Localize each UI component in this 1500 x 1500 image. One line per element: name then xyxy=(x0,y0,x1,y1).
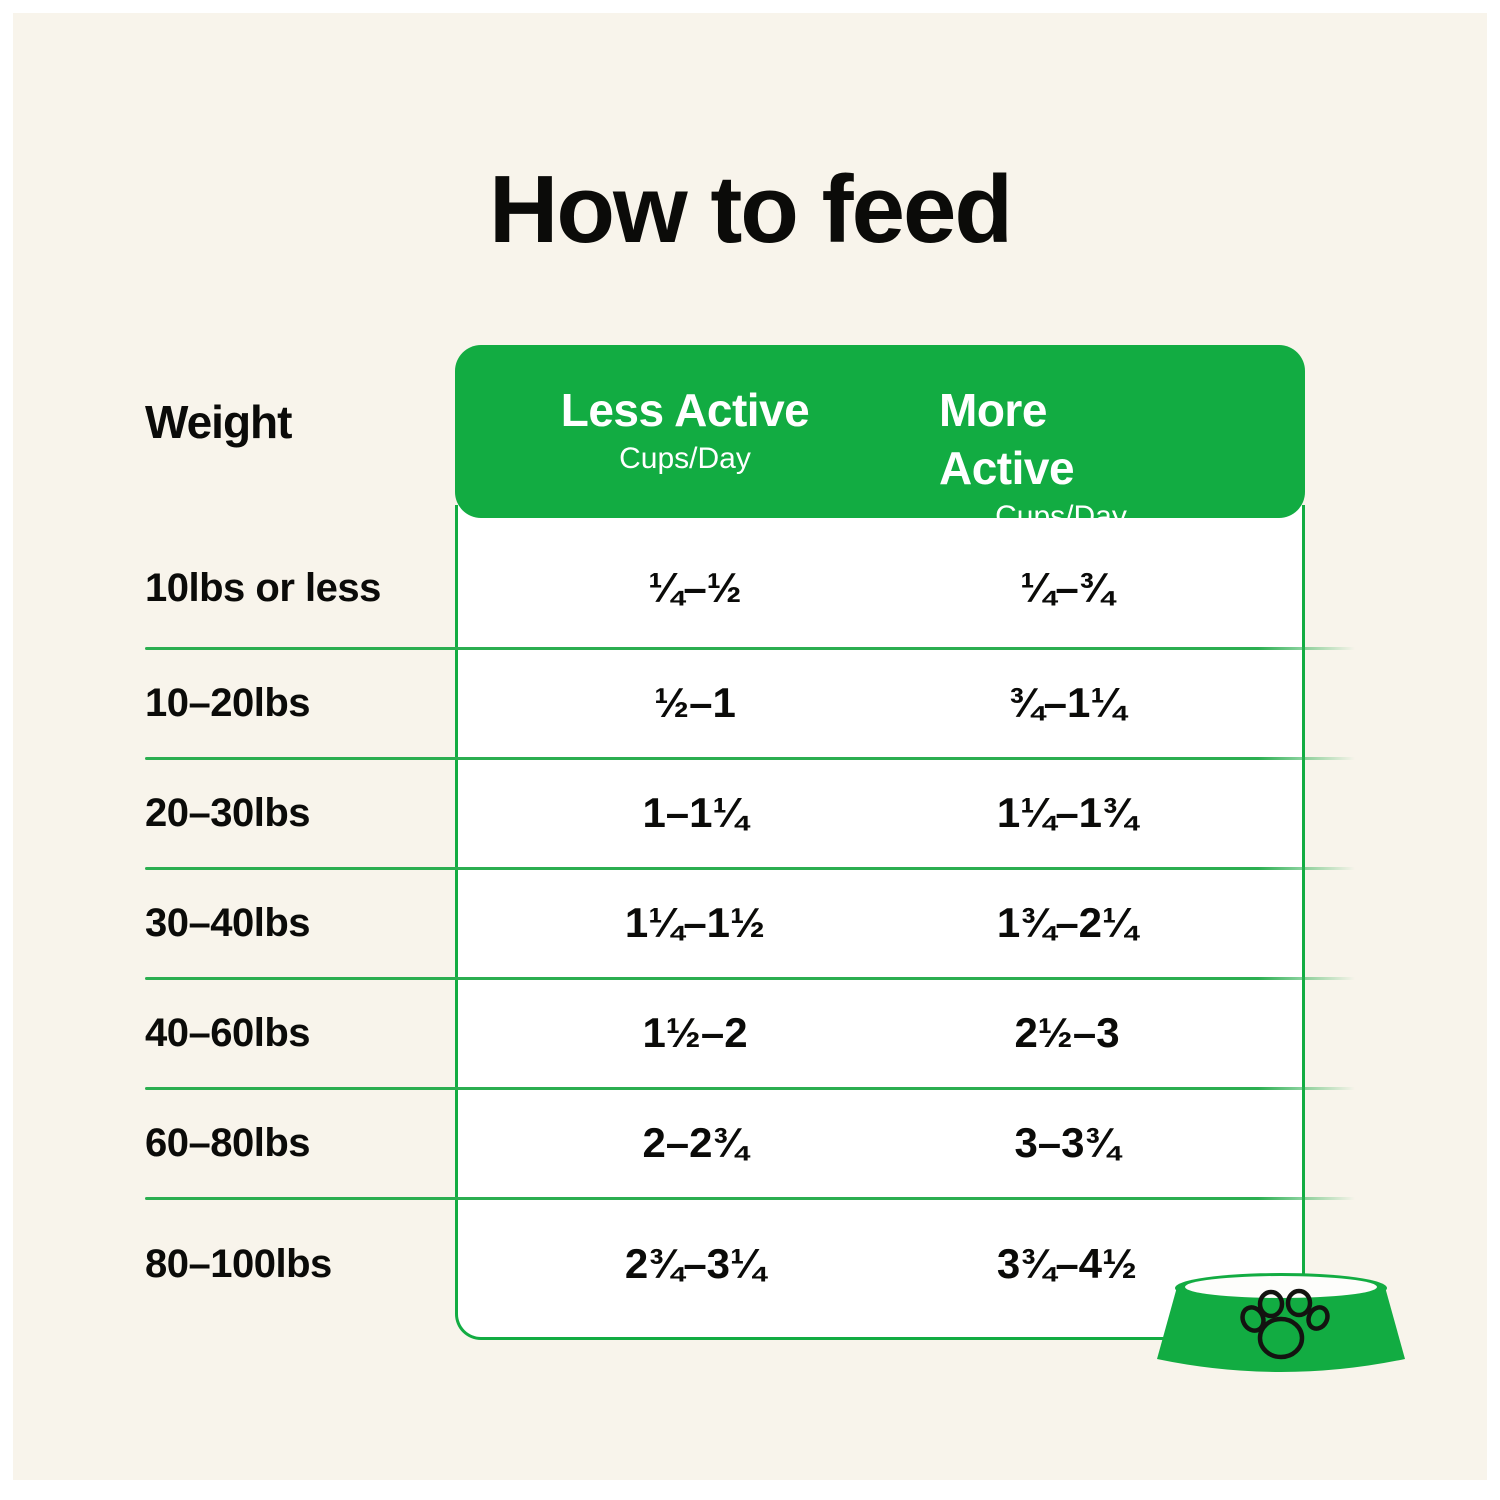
less-active-cell: 2¾–3¼ xyxy=(624,1240,766,1287)
column-title: More Active xyxy=(939,384,1075,494)
more-active-cell: 2½–3 xyxy=(1014,1009,1120,1056)
weight-column-header: Weight xyxy=(145,396,292,448)
less-active-cell: 2–2¾ xyxy=(642,1119,748,1166)
column-title: Less Active xyxy=(560,384,810,436)
less-active-cell: 1½–2 xyxy=(642,1009,748,1056)
more-active-cell: ¾–1¼ xyxy=(1008,679,1126,726)
table-rows: 10lbs or less ¼–½ ¼–¾ 10–20lbs ½–1 ¾–1¼ … xyxy=(145,518,1355,1330)
weight-cell: 10lbs or less xyxy=(145,565,381,610)
weight-cell: 10–20lbs xyxy=(145,680,311,725)
weight-cell: 80–100lbs xyxy=(145,1241,332,1286)
more-active-cell: 3–3¾ xyxy=(1014,1119,1120,1166)
weight-cell: 40–60lbs xyxy=(145,1010,311,1055)
more-active-cell: 3¾–4½ xyxy=(996,1240,1138,1287)
less-active-cell: ¼–½ xyxy=(648,564,742,611)
paw-print-icon xyxy=(1240,1288,1330,1360)
column-header-less-active: Less Active Cups/Day xyxy=(561,381,810,479)
less-active-cell: 1¼–1½ xyxy=(624,899,766,946)
column-subtitle: Cups/Day xyxy=(995,500,1127,533)
table-row: 30–40lbs 1¼–1½ 1¾–2¼ xyxy=(145,868,1355,980)
table-row: 10–20lbs ½–1 ¾–1¼ xyxy=(145,648,1355,760)
table-row: 40–60lbs 1½–2 2½–3 xyxy=(145,978,1355,1090)
more-active-cell: 1¼–1¾ xyxy=(996,789,1138,836)
table-body xyxy=(455,505,1305,1340)
weight-cell: 60–80lbs xyxy=(145,1120,311,1165)
weight-cell: 20–30lbs xyxy=(145,790,311,835)
weight-cell: 30–40lbs xyxy=(145,900,311,945)
table-row: 80–100lbs 2¾–3¼ 3¾–4½ xyxy=(145,1198,1355,1330)
table-row: 20–30lbs 1–1¼ 1¼–1¾ xyxy=(145,758,1355,870)
dog-bowl-icon xyxy=(1157,1273,1405,1372)
table-header: Less Active Cups/Day More Active Cups/Da… xyxy=(455,345,1305,533)
column-header-more-active: More Active Cups/Day xyxy=(939,381,1183,537)
table-row: 60–80lbs 2–2¾ 3–3¾ xyxy=(145,1088,1355,1200)
infographic-panel: How to feed Weight Less Active Cups/Day … xyxy=(13,13,1487,1480)
table-row: 10lbs or less ¼–½ ¼–¾ xyxy=(145,518,1355,650)
more-active-cell: ¼–¾ xyxy=(1020,564,1114,611)
less-active-cell: 1–1¼ xyxy=(642,789,748,836)
less-active-cell: ½–1 xyxy=(654,679,736,726)
column-subtitle: Cups/Day xyxy=(619,442,751,475)
more-active-cell: 1¾–2¼ xyxy=(996,899,1138,946)
page-title: How to feed xyxy=(489,156,1013,263)
